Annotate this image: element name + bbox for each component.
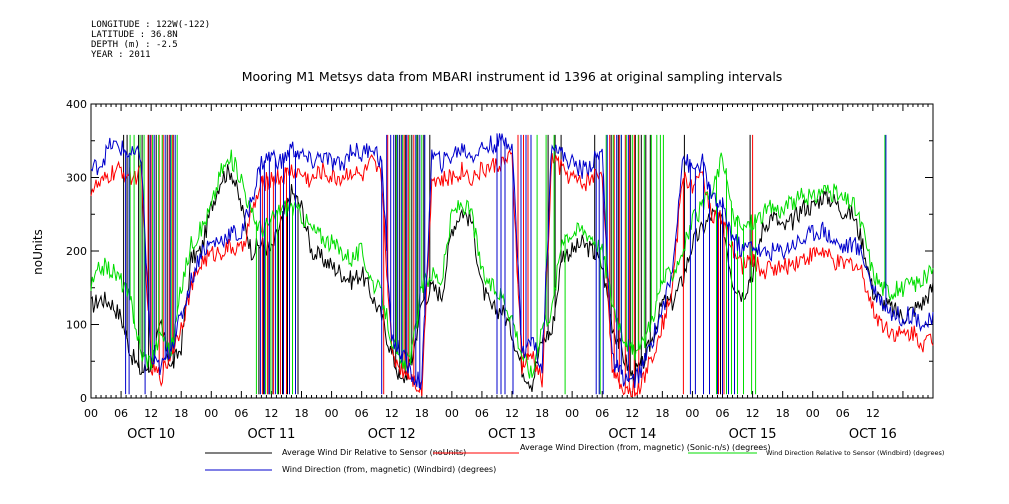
series-line-1 (90, 134, 934, 395)
day-label: OCT 13 (488, 427, 536, 442)
day-label: OCT 10 (127, 427, 175, 442)
series-line-4 (90, 133, 934, 395)
day-label: OCT 15 (729, 427, 777, 442)
meta-latitude: LATITUDE : 36.8N (91, 30, 178, 40)
x-tick-label: 06 (475, 407, 489, 420)
series-line-3 (90, 134, 934, 395)
x-tick-label: 00 (806, 407, 820, 420)
day-label: OCT 14 (608, 427, 656, 442)
x-tick-label: 06 (836, 407, 850, 420)
meta-longitude: LONGITUDE : 122W(-122) (91, 20, 211, 30)
day-label: OCT 16 (849, 427, 897, 442)
y-tick-label: 200 (66, 245, 87, 258)
x-tick-label: 12 (505, 407, 519, 420)
legend-label-4: Wind Direction (from, magnetic) (Windbir… (282, 465, 496, 474)
legend-label-2: Average Wind Direction (from, magnetic) … (520, 443, 770, 452)
x-tick-label: 00 (445, 407, 459, 420)
x-tick-label: 12 (866, 407, 880, 420)
x-tick-label: 18 (415, 407, 429, 420)
legend-label-3: Wind Direction Relative to Sensor (Windb… (766, 449, 944, 457)
x-tick-label: 06 (355, 407, 369, 420)
day-label: OCT 11 (247, 427, 295, 442)
y-tick-label: 100 (66, 319, 87, 332)
x-tick-label: 18 (535, 407, 549, 420)
legend: Average Wind Dir Relative to Sensor (noU… (205, 443, 944, 474)
meta-depth: DEPTH (m) : -2.5 (91, 40, 178, 50)
y-tick-label: 400 (66, 98, 87, 111)
x-tick-label: 00 (204, 407, 218, 420)
metadata-block: LONGITUDE : 122W(-122) LATITUDE : 36.8N … (91, 20, 210, 60)
x-tick-label: 12 (625, 407, 639, 420)
plot-area: 0 100 200 300 400 00 06 12 18 00 06 12 18 00 06 12 18 00 0… (66, 98, 934, 442)
x-tick-label: 06 (114, 407, 128, 420)
x-tick-label: 06 (234, 407, 248, 420)
x-tick-label: 00 (84, 407, 98, 420)
x-tick-label: 06 (595, 407, 609, 420)
x-tick-label: 12 (746, 407, 760, 420)
chart-title: Mooring M1 Metsys data from MBARI instru… (242, 69, 783, 84)
x-tick-label: 12 (144, 407, 158, 420)
x-tick-label: 18 (655, 407, 669, 420)
x-tick-label: 00 (325, 407, 339, 420)
legend-label-1: Average Wind Dir Relative to Sensor (noU… (282, 448, 466, 457)
meta-year: YEAR : 2011 (91, 50, 151, 60)
x-tick-label: 18 (776, 407, 790, 420)
x-tick-label: 06 (716, 407, 730, 420)
y-axis-label: noUnits (31, 229, 45, 275)
y-tick-label: 0 (80, 392, 87, 405)
x-tick-label: 18 (295, 407, 309, 420)
day-label: OCT 12 (368, 427, 416, 442)
x-tick-label: 12 (264, 407, 278, 420)
y-tick-label: 300 (66, 172, 87, 185)
x-tick-label: 18 (174, 407, 188, 420)
series-line-2 (90, 134, 934, 397)
x-tick-label: 00 (685, 407, 699, 420)
x-tick-label: 12 (385, 407, 399, 420)
x-tick-label: 00 (565, 407, 579, 420)
